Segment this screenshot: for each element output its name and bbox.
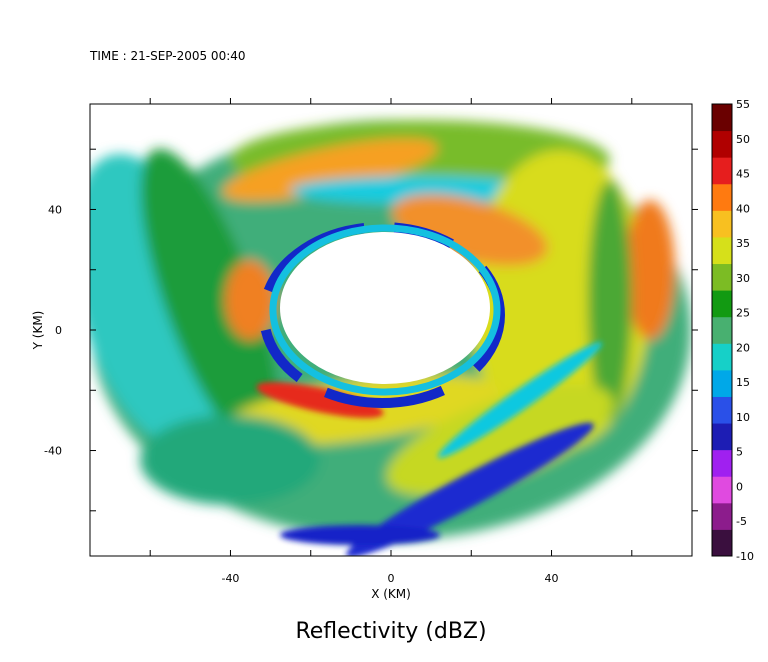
- colorbar-swatch: [712, 502, 732, 530]
- y-tick-label: -40: [44, 445, 62, 458]
- x-tick-label: -40: [221, 572, 239, 585]
- colorbar-swatch: [712, 290, 732, 318]
- colorbar-swatch: [712, 343, 732, 371]
- low-band-south: [280, 525, 440, 545]
- colorbar-swatch: [712, 423, 732, 451]
- y-axis-label: Y (KM): [31, 311, 45, 351]
- eye-no-echo: [280, 232, 490, 384]
- colorbar-frame: [711, 103, 733, 557]
- colorbar-tick-label: 5: [736, 446, 743, 459]
- colorbar-tick-label: -10: [736, 550, 754, 563]
- colorbar-swatch: [712, 476, 732, 504]
- band-north-cyan: [290, 176, 550, 204]
- colorbar-tick-label: 30: [736, 272, 750, 285]
- band-southwest-green: [140, 415, 320, 505]
- low-band-southeast: [346, 422, 594, 556]
- y-tick-label: 0: [55, 324, 62, 337]
- colorbar-swatch: [712, 316, 732, 344]
- radar-field: [90, 120, 691, 556]
- colorbar-swatch: [712, 130, 732, 158]
- colorbar-tick-label: 40: [736, 202, 750, 215]
- outer-band-west-green: [140, 148, 280, 452]
- band-east-orange: [625, 200, 675, 340]
- time-label: TIME : 21-SEP-2005 00:40: [89, 49, 246, 63]
- eyewall-south-red: [256, 382, 384, 418]
- y-tick-label: 40: [48, 203, 62, 216]
- colorbar: -10 -5 0 5 10 15 20 25 30 35 40 45 50 55: [711, 98, 754, 563]
- colorbar-tick-label: 50: [736, 133, 750, 146]
- band-south-yellow: [386, 384, 614, 496]
- colorbar-tick-label: -5: [736, 515, 747, 528]
- x-tick-label: 40: [545, 572, 559, 585]
- colorbar-tick-label: 35: [736, 237, 750, 250]
- colorbar-swatch: [712, 396, 732, 424]
- colorbar-swatch: [712, 236, 732, 265]
- colorbar-tick-label: 0: [736, 480, 743, 493]
- colorbar-tick-label: 25: [736, 307, 750, 320]
- colorbar-swatch: [712, 183, 732, 211]
- colorbar-swatch: [712, 104, 732, 132]
- colorbar-swatch: [712, 449, 732, 477]
- eye-rim-cyan: [269, 224, 501, 396]
- colorbar-tick-label: 15: [736, 376, 750, 389]
- x-axis-label: X (KM): [371, 587, 411, 601]
- colorbar-swatch: [712, 210, 732, 238]
- colorbar-tick-label: 10: [736, 411, 750, 424]
- chart-title: Reflectivity (dBZ): [295, 619, 486, 644]
- cyan-arc-south: [437, 342, 603, 458]
- colorbar-swatch: [712, 157, 732, 185]
- axes: -40 0 40 -40 0 40: [44, 98, 698, 585]
- x-tick-label: 0: [388, 572, 395, 585]
- colorbar-swatch: [712, 263, 732, 291]
- band-north-orange: [222, 138, 438, 202]
- colorbar-swatch: [712, 529, 732, 557]
- eyewall-west: [225, 260, 275, 340]
- colorbar-swatch: [712, 369, 732, 397]
- band-east-green: [588, 180, 632, 420]
- colorbar-tick-label: 20: [736, 341, 750, 354]
- colorbar-tick-label: 45: [736, 168, 750, 181]
- colorbar-tick-label: 55: [736, 98, 750, 111]
